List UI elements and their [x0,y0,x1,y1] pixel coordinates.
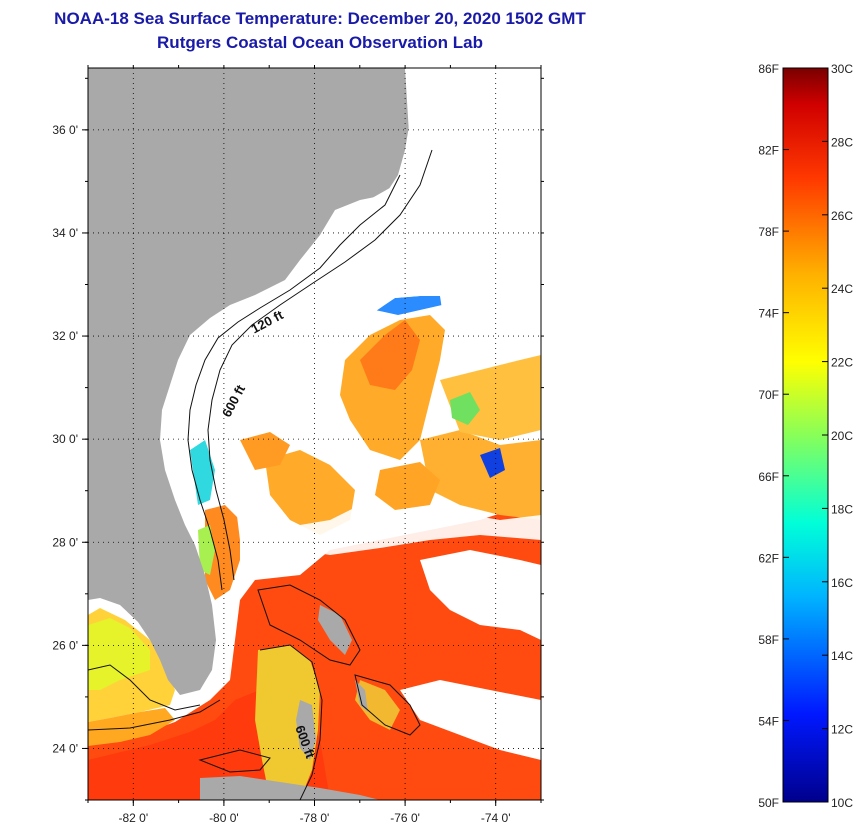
colorbar-label-c: 10C [831,796,853,810]
sst-north-core [360,320,420,390]
contour-cuba [198,749,271,773]
cloud-central [300,505,541,555]
lat-tick-label: 36 0' [52,123,78,137]
colorbar-label-c: 26C [831,209,853,223]
lat-tick-label: 30 0' [52,432,78,446]
cloud-cover [175,68,541,760]
cloud-east-gap [420,550,541,640]
colorbar-label-f: 78F [758,225,779,239]
lat-tick-label: 32 0' [52,329,78,343]
sst-coastal-florida [205,505,240,600]
sst-gulf-lower [88,708,175,746]
colorbar-label-f: 58F [758,633,779,647]
colorbar-label-c: 24C [831,282,853,296]
colorbar-label-f: 74F [758,307,779,321]
longitude-labels: -82 0' -80 0' -78 0' -76 0' -74 0' [118,811,510,825]
sst-mid-patch [265,450,355,535]
contour-bahamas-2 [259,644,323,800]
colorbar-label-c: 28C [831,135,853,149]
sst-scattered-green [450,392,480,425]
lat-tick-label: 24 0' [52,741,78,755]
cloud-shelf-north [175,68,541,450]
colorbar-label-f: 54F [758,714,779,728]
graticule [88,68,541,800]
cloud-mid-west [235,495,270,545]
sst-gulf-yellow-green [88,618,150,690]
colorbar-gradient [782,67,829,803]
colorbar-label-f: 66F [758,470,779,484]
lon-tick-label: -82 0' [118,811,148,825]
colorbar-label-f: 70F [758,388,779,402]
map-title: NOAA-18 Sea Surface Temperature: Decembe… [54,9,586,28]
sst-patch-east-mid [375,462,440,510]
contour-bahamas-1 [257,584,361,666]
land [88,68,410,800]
cloud-southeast [400,680,541,760]
contour-120ft [187,174,401,591]
lon-tick-label: -76 0' [390,811,420,825]
colorbar-label-f: 82F [758,144,779,158]
colorbar-label-c: 16C [831,576,853,590]
colorbar-label-c: 22C [831,356,853,370]
colorbar-label-c: 20C [831,429,853,443]
sst-coastal-green [198,525,215,575]
contour-600ft [207,149,433,581]
bathymetry-contours [88,149,433,800]
lon-tick-label: -80 0' [209,811,239,825]
colorbar-label-f: 50F [758,796,779,810]
sst-patch-central [240,432,290,470]
fahrenheit-labels: 86F 82F 78F 74F 70F 66F 62F 58F 54F 50F [758,62,789,810]
bahamas-andros [296,700,316,760]
contour-bahamas-3 [354,674,421,736]
lon-tick-label: -78 0' [300,811,330,825]
sst-bahamas-bank [255,645,320,800]
sst-bahamas-bank-east [355,680,400,730]
colorbar-label-f: 86F [758,62,779,76]
colorbar-label-c: 14C [831,649,853,663]
lon-tick-label: -74 0' [481,811,511,825]
axis-ticks [82,65,544,806]
latitude-labels: 24 0' 26 0' 28 0' 30 0' 32 0' 34 0' 36 0' [52,123,78,756]
celsius-labels: 30C 28C 26C 24C 22C 20C 18C 16C 14C 12C 10C [822,62,853,810]
sst-field [88,205,541,800]
colorbar-label-c: 30C [831,62,853,76]
lat-tick-label: 26 0' [52,638,78,652]
cuba-land [200,776,380,800]
sst-scattered-blue [480,448,505,478]
lat-tick-label: 34 0' [52,226,78,240]
bahamas-abaco [318,605,352,655]
contour-gulf [88,664,201,711]
us-east-coast-land [88,68,410,695]
colorbar-label-c: 12C [831,723,853,737]
map-subtitle: Rutgers Coastal Ocean Observation Lab [157,33,483,52]
sst-east-patch [420,430,541,520]
sst-coastal-cyan [190,440,215,505]
contour-keys [88,699,221,731]
colorbar-label-f: 62F [758,551,779,565]
colorbar-label-c: 18C [831,502,853,516]
lat-tick-label: 28 0' [52,535,78,549]
